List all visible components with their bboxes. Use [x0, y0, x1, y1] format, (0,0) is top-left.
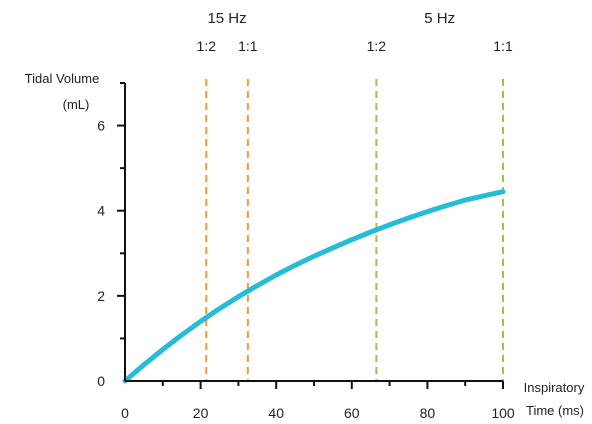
- data-point: [332, 247, 334, 249]
- data-point: [370, 231, 372, 233]
- x-tick-label: 60: [344, 405, 360, 421]
- data-point: [143, 364, 145, 366]
- data-point: [445, 205, 447, 207]
- y-tick-label: 0: [97, 373, 105, 389]
- reference-lines: [205, 79, 504, 381]
- y-ticks: 0 2 4 6: [97, 82, 125, 389]
- x-tick-label: 100: [491, 405, 515, 421]
- ratio-label: 1:2: [197, 38, 217, 54]
- y-tick-label: 6: [97, 118, 105, 134]
- data-point: [502, 191, 504, 193]
- ratio-label: 1:1: [493, 38, 513, 54]
- y-axis-title-line2: (mL): [63, 97, 90, 112]
- data-point: [275, 274, 277, 276]
- x-tick-label: 20: [193, 405, 209, 421]
- data-point: [483, 195, 485, 197]
- data-point: [237, 296, 239, 298]
- data-point: [219, 308, 220, 310]
- frequency-label: 15 Hz: [207, 10, 246, 27]
- data-point: [256, 285, 258, 287]
- data-point: [464, 199, 466, 201]
- data-point: [162, 348, 164, 350]
- ratio-label: 1:2: [367, 38, 387, 54]
- ratio-label: 1:1: [238, 38, 258, 54]
- data-point: [181, 334, 183, 336]
- x-tick-label: 80: [420, 405, 436, 421]
- data-point: [294, 264, 296, 266]
- x-axis-title-line1: Inspiratory: [524, 380, 585, 395]
- series-layer: [122, 189, 506, 384]
- x-tick-label: 0: [121, 405, 129, 421]
- data-point: [408, 217, 409, 219]
- data-point: [313, 255, 315, 257]
- data-point: [426, 211, 428, 213]
- y-axis-title-line1: Tidal Volume: [25, 71, 100, 86]
- x-ticks: 0 20 40 60 80 100: [121, 381, 515, 421]
- x-axis-title-line2: Time (ms): [526, 403, 584, 418]
- top-labels: 1:2 1:1 1:2 1:1 15 Hz 5 Hz: [197, 10, 513, 54]
- data-point: [200, 320, 202, 322]
- data-point: [389, 224, 391, 226]
- y-tick-label: 2: [97, 288, 105, 304]
- tidal-volume-curve: [122, 189, 506, 384]
- y-tick-label: 4: [97, 203, 105, 219]
- frequency-label: 5 Hz: [424, 10, 455, 27]
- data-point: [351, 239, 353, 241]
- x-tick-label: 40: [268, 405, 284, 421]
